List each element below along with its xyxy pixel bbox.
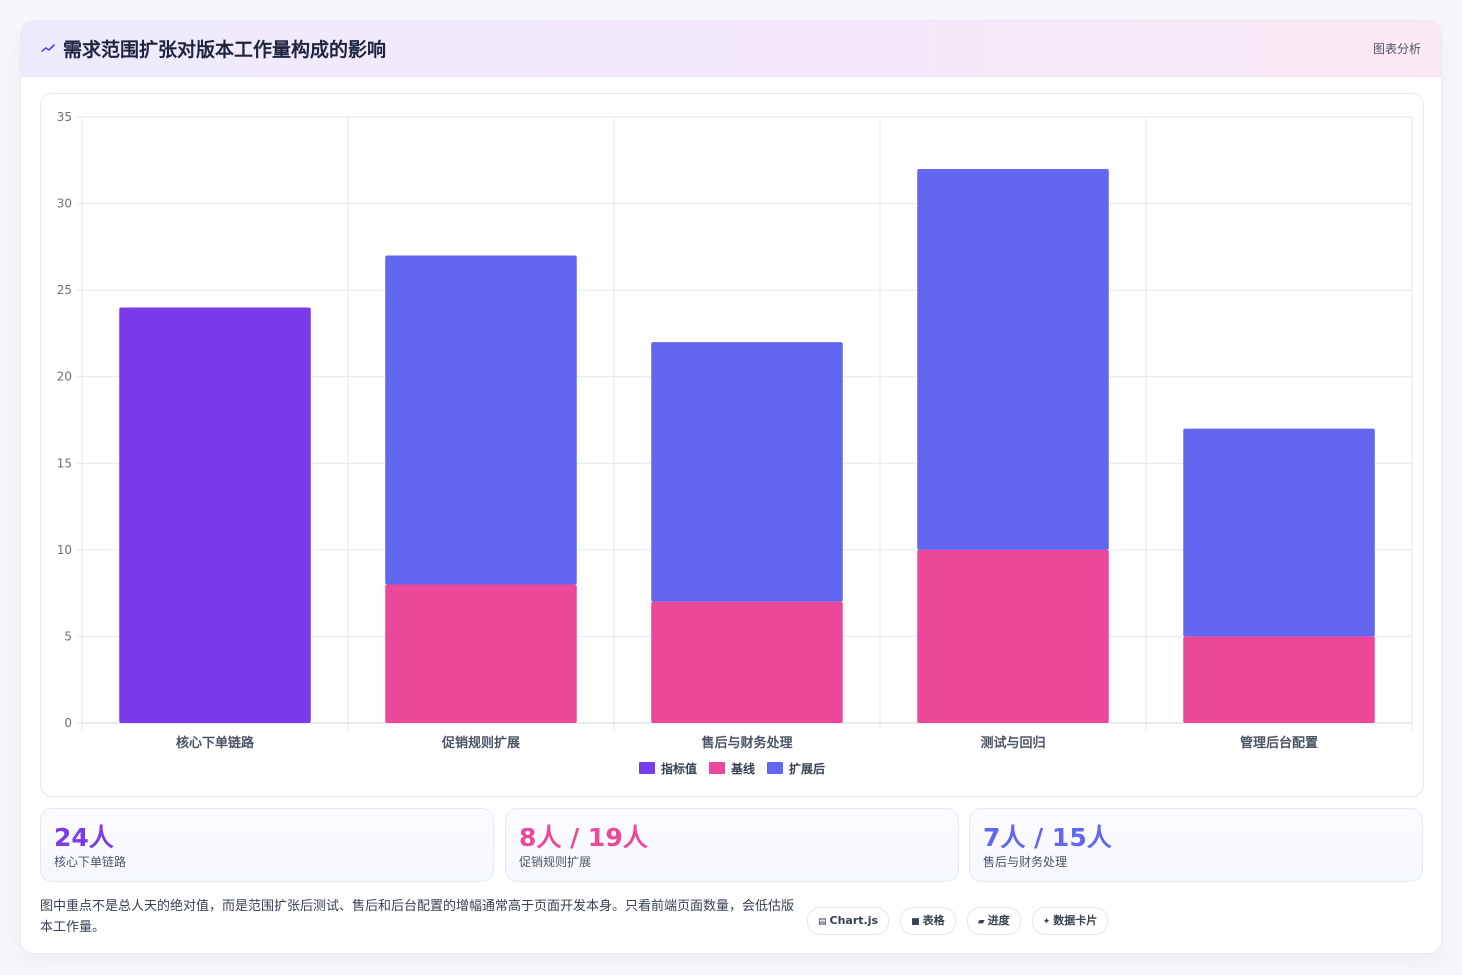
bar-segment <box>651 601 843 723</box>
legend-swatch <box>709 762 725 774</box>
bar-segment <box>917 549 1109 723</box>
legend-swatch <box>767 762 783 774</box>
stat-value: 7人 / 15人 <box>983 823 1112 852</box>
stat-label: 核心下单链路 <box>54 855 127 869</box>
legend-label: 指标值 <box>661 761 697 776</box>
bar-segment <box>385 255 577 585</box>
chart-card: 需求范围扩张对版本工作量构成的影响 图表分析 0 5 10 15 20 25 30 35 核心下… <box>20 20 1442 954</box>
sparkline-icon <box>41 44 55 52</box>
x-tick-label: 售后与财务处理 <box>701 735 792 751</box>
card-header: 需求范围扩张对版本工作量构成的影响 图表分析 <box>21 21 1441 77</box>
chip-label: Chart.js <box>829 914 879 927</box>
page-title: 需求范围扩张对版本工作量构成的影响 <box>63 39 387 61</box>
analysis-note: 图中重点不是总人天的绝对值，而是范围扩张后测试、售后和后台配置的增幅通常高于页面… <box>40 899 795 935</box>
stat-label: 促销规则扩展 <box>519 855 592 869</box>
chip-data-card[interactable]: ✦ 数据卡片 <box>1031 907 1109 935</box>
chart-panel: 0 5 10 15 20 25 30 35 核心下单链路 促销规则扩展 售后与财务处理 测试与回归 管理… <box>40 93 1424 797</box>
y-tick-label: 10 <box>57 543 72 557</box>
stat-cards: 24人 核心下单链路 8人 / 19人 促销规则扩展 7人 / 15人 售后与财… <box>40 808 1423 882</box>
legend-label: 扩展后 <box>789 761 825 776</box>
chip-label: 进度 <box>987 914 1010 927</box>
y-tick-label: 30 <box>57 197 72 211</box>
y-tick-label: 20 <box>57 370 72 384</box>
bar-segment <box>1183 636 1375 723</box>
progress-icon: ▰ <box>977 917 985 927</box>
legend-swatch <box>639 762 655 774</box>
y-tick-label: 35 <box>57 110 72 124</box>
feature-chips: ▤ Chart.js ■ 表格 ▰ 进度 ✦ 数据卡片 <box>807 907 1114 935</box>
stat-label: 售后与财务处理 <box>983 855 1068 869</box>
bar-segment <box>917 168 1109 550</box>
stat-card-core: 24人 核心下单链路 <box>40 808 494 882</box>
data-card-icon: ✦ <box>1042 917 1051 927</box>
chip-label: 表格 <box>922 914 945 927</box>
y-tick-label: 5 <box>64 629 72 643</box>
x-tick-label: 管理后台配置 <box>1240 735 1318 751</box>
bar-segment <box>1183 428 1375 637</box>
table-icon: ■ <box>911 917 920 927</box>
chart-icon: ▤ <box>818 917 827 927</box>
stat-value: 8人 / 19人 <box>519 823 648 852</box>
y-tick-label: 25 <box>57 283 72 297</box>
bar-segment <box>385 584 577 723</box>
chip-chartjs[interactable]: ▤ Chart.js <box>807 907 890 935</box>
chip-label: 数据卡片 <box>1053 914 1098 927</box>
bar-segment <box>119 307 311 723</box>
chip-table[interactable]: ■ 表格 <box>900 907 956 935</box>
x-tick-label: 测试与回归 <box>980 735 1045 751</box>
bar-segment <box>651 342 843 602</box>
stat-card-aftersales: 7人 / 15人 售后与财务处理 <box>969 808 1423 882</box>
y-tick-label: 0 <box>64 716 72 730</box>
legend-label: 基线 <box>730 761 755 776</box>
x-tick-label: 核心下单链路 <box>176 735 255 751</box>
stat-value: 24人 <box>54 823 114 852</box>
chart-analysis-tag: 图表分析 <box>1372 42 1421 56</box>
x-tick-label: 促销规则扩展 <box>441 735 521 751</box>
stat-card-promo: 8人 / 19人 促销规则扩展 <box>505 808 959 882</box>
chip-progress[interactable]: ▰ 进度 <box>966 907 1021 935</box>
y-tick-label: 15 <box>57 456 72 470</box>
stacked-bar-chart: 0 5 10 15 20 25 30 35 核心下单链路 促销规则扩展 售后与财务处理 测试与回归 管理… <box>57 110 1413 776</box>
